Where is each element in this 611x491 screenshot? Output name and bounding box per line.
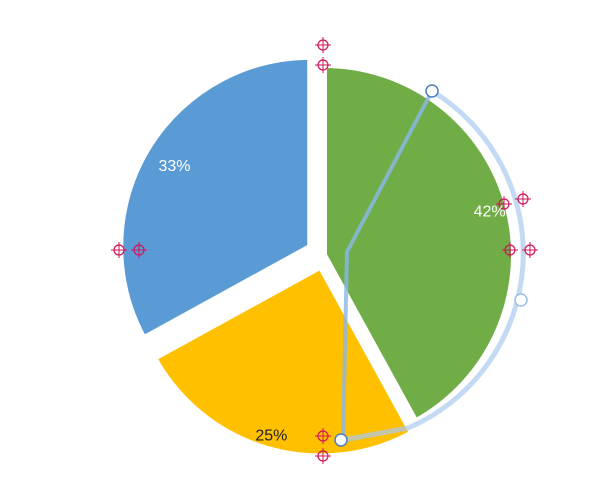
slice <box>117 53 314 343</box>
data-labels: 42% 25% 33% <box>158 158 505 445</box>
selection-outline <box>334 84 528 447</box>
data-label: 42% <box>474 204 506 221</box>
pie <box>117 53 517 460</box>
data-label: 33% <box>158 158 190 175</box>
slice <box>150 262 417 460</box>
handles <box>111 37 538 464</box>
data-label: 25% <box>255 427 287 444</box>
